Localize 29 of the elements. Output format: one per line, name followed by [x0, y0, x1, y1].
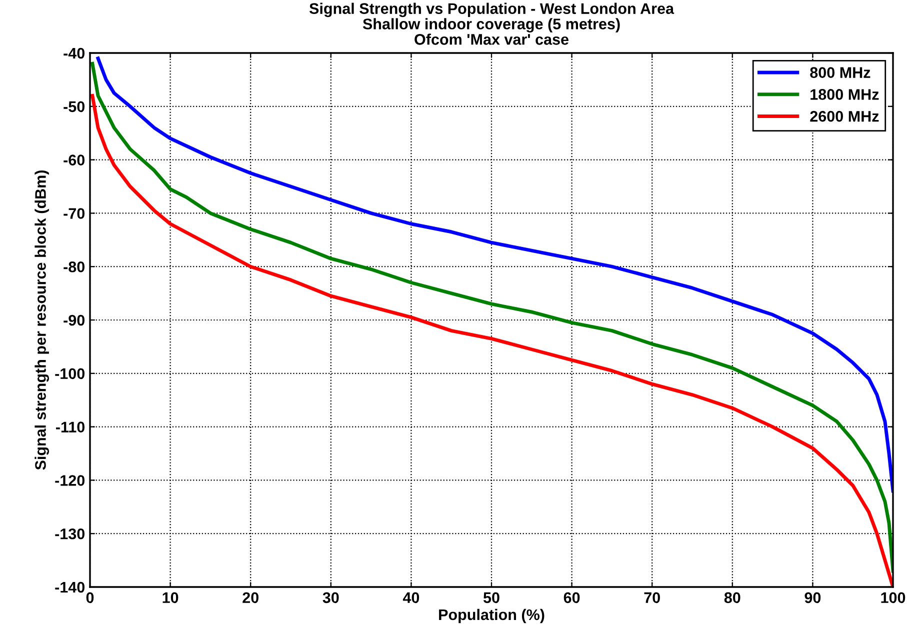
x-tick-label: 100	[881, 592, 906, 604]
x-tick-label: 50	[483, 592, 500, 604]
legend-label: 800 MHz	[810, 67, 870, 78]
y-tick-label: -120	[55, 475, 85, 486]
legend-label: 1800 MHz	[810, 89, 879, 100]
x-tick-label: 10	[162, 592, 178, 604]
y-tick-label: -110	[56, 422, 85, 432]
y-tick-label: -130	[55, 528, 85, 540]
legend-label: 2600 MHz	[810, 110, 879, 122]
y-tick-label: -80	[64, 261, 85, 272]
y-tick-label: -50	[64, 101, 85, 112]
x-tick-label: 30	[322, 592, 339, 604]
y-tick-label: -60	[64, 154, 85, 166]
line-series	[96, 56, 893, 493]
x-axis-title: Population (%)	[439, 608, 544, 624]
x-tick-label: 0	[86, 592, 94, 604]
chart-title: Signal Strength vs Population - West London Area Shallow indoor coverage (5 metres) Ofcom 'Max var' case	[309, 2, 674, 45]
y-axis-title: Signal strength per resource block (dBm)	[34, 170, 50, 470]
x-tick-label: 90	[804, 592, 821, 604]
x-tick-label: 40	[402, 592, 420, 604]
x-tick-label: 80	[724, 592, 740, 604]
y-tick-label: -40	[64, 48, 85, 59]
x-tick-label: 20	[242, 592, 258, 604]
y-tick-label: -90	[64, 314, 85, 326]
y-tick-label: -100	[55, 368, 85, 380]
x-tick-label: 70	[644, 592, 660, 604]
x-tick-label: 60	[564, 592, 580, 604]
y-tick-label: -140	[55, 582, 85, 593]
y-tick-label: -70	[64, 208, 85, 219]
